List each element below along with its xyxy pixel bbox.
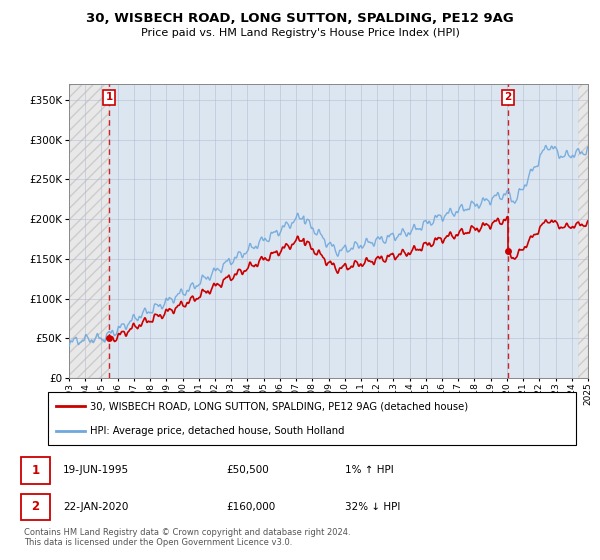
Text: 19-JUN-1995: 19-JUN-1995 <box>63 465 129 475</box>
Text: 2: 2 <box>504 92 512 102</box>
Bar <box>69 84 109 378</box>
Text: 32% ↓ HPI: 32% ↓ HPI <box>345 502 400 512</box>
Text: 1: 1 <box>106 92 113 102</box>
Text: 30, WISBECH ROAD, LONG SUTTON, SPALDING, PE12 9AG (detached house): 30, WISBECH ROAD, LONG SUTTON, SPALDING,… <box>90 402 469 412</box>
Text: 1% ↑ HPI: 1% ↑ HPI <box>345 465 394 475</box>
Text: Price paid vs. HM Land Registry's House Price Index (HPI): Price paid vs. HM Land Registry's House … <box>140 28 460 38</box>
Bar <box>21 457 50 484</box>
Text: £160,000: £160,000 <box>227 502 276 512</box>
Text: HPI: Average price, detached house, South Holland: HPI: Average price, detached house, Sout… <box>90 426 345 436</box>
Text: 2: 2 <box>31 500 40 514</box>
Text: 1: 1 <box>31 464 40 477</box>
Text: 22-JAN-2020: 22-JAN-2020 <box>63 502 128 512</box>
Text: Contains HM Land Registry data © Crown copyright and database right 2024.
This d: Contains HM Land Registry data © Crown c… <box>24 528 350 547</box>
Text: 30, WISBECH ROAD, LONG SUTTON, SPALDING, PE12 9AG: 30, WISBECH ROAD, LONG SUTTON, SPALDING,… <box>86 12 514 25</box>
Text: £50,500: £50,500 <box>227 465 269 475</box>
Bar <box>109 84 578 378</box>
Bar <box>21 493 50 520</box>
Bar <box>578 84 588 378</box>
